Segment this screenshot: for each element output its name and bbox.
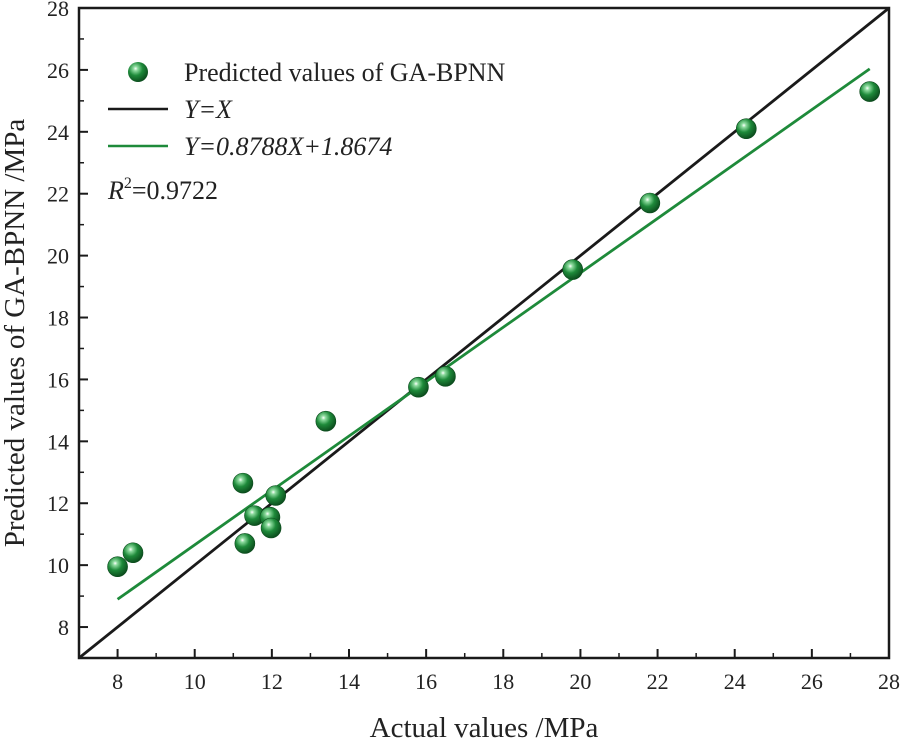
y-tick-label: 24 xyxy=(47,120,69,145)
scatter-point xyxy=(408,376,429,398)
series-lines xyxy=(78,6,890,660)
plot-frame xyxy=(77,6,891,660)
legend-identity-label: Y=X xyxy=(184,95,233,124)
regression-fit-line xyxy=(116,67,871,601)
y-tick-label: 12 xyxy=(47,491,69,516)
scatter-point xyxy=(260,517,282,539)
y-tick-label: 18 xyxy=(47,306,69,331)
legend-scatter-label: Predicted values of GA-BPNN xyxy=(184,58,506,87)
scatter-point xyxy=(639,192,661,214)
x-axis-ticks: 8 10 12 14 16 18 20 22 24 26 28 xyxy=(112,649,900,694)
scatter-point xyxy=(232,472,254,494)
y-tick-label: 14 xyxy=(47,429,69,454)
y-tick-label: 8 xyxy=(58,615,69,640)
y-tick-label: 20 xyxy=(47,244,69,269)
x-axis-title: Actual values /MPa xyxy=(370,712,599,742)
x-tick-label: 10 xyxy=(184,669,206,694)
scatter-point xyxy=(265,485,287,506)
x-tick-label: 16 xyxy=(415,669,437,694)
scatter-point xyxy=(234,533,256,554)
legend-fit-label: Y=0.8788X+1.8674 xyxy=(184,132,392,161)
legend: Predicted values of GA-BPNN Y=X Y=0.8788… xyxy=(107,58,506,205)
x-tick-label: 12 xyxy=(261,669,283,694)
x-tick-label: 8 xyxy=(112,669,123,694)
scatter-point xyxy=(562,259,584,280)
scatter-point xyxy=(122,542,144,564)
scatter-point xyxy=(107,556,128,577)
y-tick-label: 10 xyxy=(47,553,69,578)
identity-line xyxy=(78,6,890,660)
y-tick-label: 22 xyxy=(47,182,69,207)
x-tick-label: 22 xyxy=(647,669,669,694)
scatter-point xyxy=(735,118,757,140)
x-tick-label: 18 xyxy=(492,669,514,694)
y-tick-label: 26 xyxy=(47,58,69,83)
scatter-point xyxy=(435,366,456,387)
x-tick-label: 24 xyxy=(724,669,746,694)
y-tick-label: 16 xyxy=(47,367,69,392)
x-tick-label: 14 xyxy=(338,669,360,694)
x-tick-label: 26 xyxy=(801,669,823,694)
y-tick-label: 28 xyxy=(47,0,69,21)
scatter-points xyxy=(107,81,881,577)
x-tick-label: 28 xyxy=(878,669,900,694)
legend-scatter-marker xyxy=(128,62,148,82)
y-axis-title: Predicted values of GA-BPNN /MPa xyxy=(0,119,31,548)
r-squared-annotation: R2=0.9722 xyxy=(107,175,218,205)
y-axis-ticks: 8 10 12 14 16 18 20 22 24 26 28 xyxy=(47,0,88,640)
scatter-point xyxy=(315,410,337,432)
x-tick-label: 20 xyxy=(569,669,591,694)
scatter-point xyxy=(859,81,881,102)
